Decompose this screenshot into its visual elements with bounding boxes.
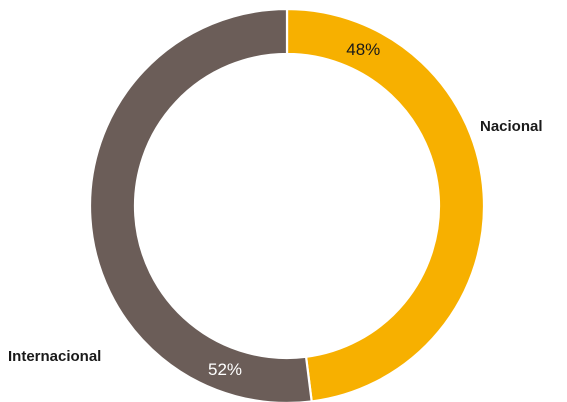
slice-nacional — [285, 7, 486, 402]
slice-internacional — [88, 7, 313, 402]
slice-value-labels: 48% 52% — [208, 40, 380, 379]
donut-slices — [88, 7, 486, 402]
value-label-nacional: 48% — [346, 40, 380, 59]
category-label-nacional: Nacional — [480, 118, 543, 135]
value-label-internacional: 52% — [208, 360, 242, 379]
category-label-internacional: Internacional — [8, 348, 101, 365]
slice-category-labels: Nacional Internacional — [8, 118, 543, 365]
